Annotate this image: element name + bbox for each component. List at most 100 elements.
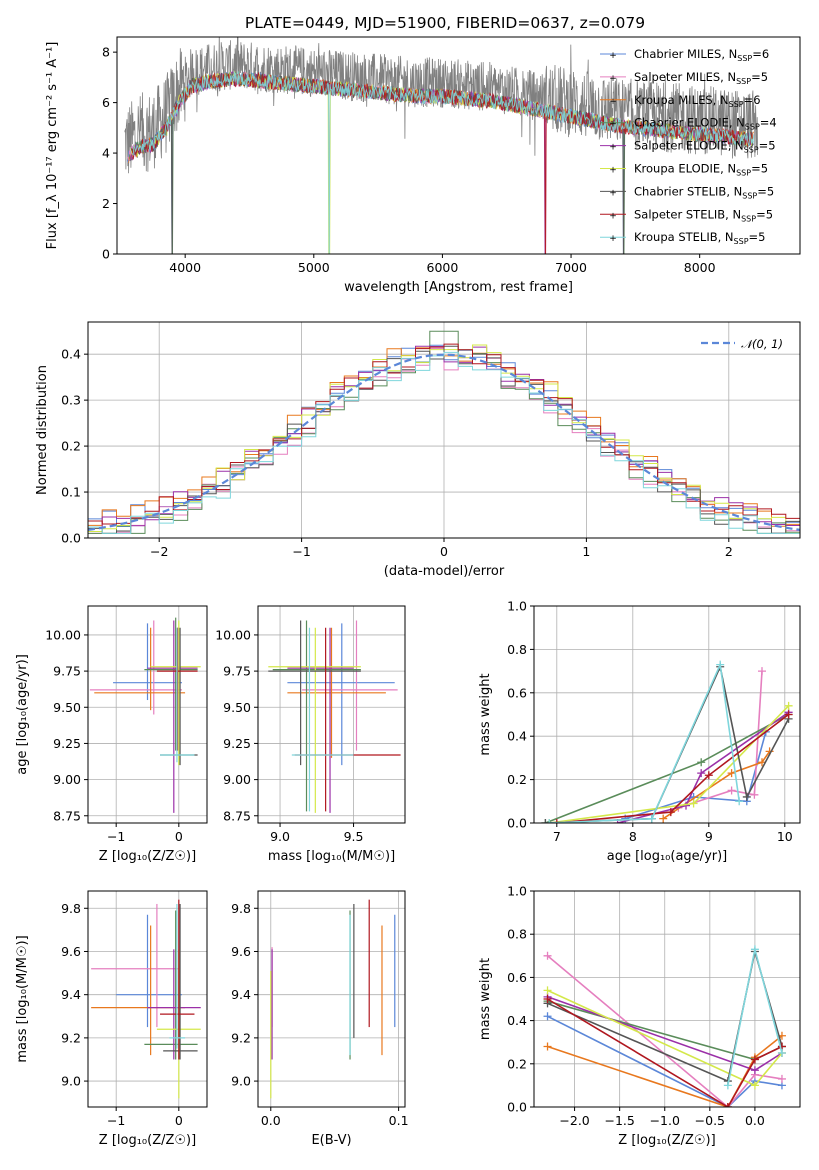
legend-n: 5 [767, 184, 774, 198]
x-tick-label: 8 [629, 829, 637, 844]
series-point-marker [543, 1042, 552, 1051]
legend-marker: + [609, 234, 617, 244]
series-line [662, 750, 771, 820]
y-tick-label: 9.6 [231, 944, 251, 959]
legend-n: 5 [761, 70, 768, 84]
y-tick-label: 0.4 [507, 729, 527, 744]
y-tick-label: 0.4 [61, 347, 81, 362]
age_vs_Z-plot-area [89, 617, 201, 813]
mass_vs_ebv-plot-area [270, 899, 396, 1099]
y-axis-label: mass weight [478, 958, 493, 1040]
legend-entry: Salpeter MILES, NSSP=5 [634, 70, 768, 86]
y-axis-label: Normed distribution [35, 365, 50, 495]
legend-entry: Kroupa MILES, NSSP=6 [634, 93, 761, 109]
age_vs_Z-frame [87, 605, 208, 824]
series-point-marker [716, 660, 725, 669]
y-tick-label: 0.3 [61, 393, 81, 408]
y-tick-label: 0.4 [507, 1013, 527, 1028]
legend-sub: SSP [729, 100, 744, 109]
series-line [556, 713, 790, 823]
legend-eq: = [759, 139, 769, 153]
legend-label: Salpeter STELIB [634, 207, 725, 221]
legend-gaussian-label: 𝒩(0, 1) [741, 337, 783, 351]
x-axis-label: Z [log₁₀(Z/Z☉)] [618, 1133, 715, 1148]
series-point-marker [727, 786, 736, 795]
y-tick-label: 9.75 [223, 664, 251, 679]
legend-sub: SSP [734, 237, 749, 246]
legend-n: 5 [761, 162, 768, 176]
legend-marker: + [609, 166, 617, 176]
x-tick-label: −1 [107, 829, 125, 844]
legend-label: Kroupa MILES [634, 93, 713, 107]
series-point-marker [758, 667, 766, 676]
mass_vs_ebv-axes: 0.0 0.1 9.0 9.2 9.4 9.6 9.8 E(B-V) [231, 891, 409, 1148]
legend-eq: = [757, 184, 767, 198]
x-tick-label: 0 [175, 1113, 183, 1128]
legend-eq: = [756, 207, 766, 221]
legend-n: 6 [753, 93, 760, 107]
legend-sep: , N [720, 162, 736, 176]
y-tick-label: 9.6 [61, 944, 81, 959]
mass_vs_Z-frame [87, 890, 208, 1108]
y-tick-label: 2 [102, 196, 110, 211]
series-point-marker [697, 758, 706, 767]
legend-entry: Chabrier ELODIE, NSSP=4 [634, 116, 777, 132]
series-point-marker [697, 769, 706, 778]
legend-n: 5 [768, 139, 775, 153]
figure-title: PLATE=0449, MJD=51900, FIBERID=0637, z=0… [245, 14, 645, 32]
legend-sub: SSP [745, 123, 760, 132]
legend-n: 6 [762, 47, 769, 61]
massweight_vs_age-frame [533, 605, 801, 824]
y-tick-label: 6 [102, 95, 110, 110]
legend-sub: SSP [737, 54, 752, 63]
y-axis-label: mass [log₁₀(M/M☉)] [15, 935, 30, 1062]
y-tick-label: 0.1 [61, 485, 81, 500]
legend-sep: , N [721, 47, 737, 61]
legend-marker: + [609, 120, 617, 130]
series-point-marker [723, 1103, 732, 1107]
y-tick-label: 9.25 [223, 736, 251, 751]
series-point-marker [545, 819, 554, 823]
x-tick-label: 4000 [169, 260, 201, 275]
legend-sep: , N [720, 70, 736, 84]
y-tick-label: 8 [102, 45, 110, 60]
y-tick-label: 10.00 [45, 627, 81, 642]
series-point-marker [666, 808, 675, 817]
legend-eq: = [751, 70, 761, 84]
x-tick-label: 1 [582, 544, 590, 559]
spectrum-model-line [131, 71, 755, 254]
y-tick-label: 0.2 [507, 772, 527, 787]
legend-sep: , N [728, 139, 744, 153]
series-line [547, 998, 783, 1107]
y-tick-label: 9.50 [223, 700, 251, 715]
y-tick-label: 9.8 [61, 901, 81, 916]
x-axis-label: Z [log₁₀(Z/Z☉)] [99, 1133, 196, 1148]
y-tick-label: 9.8 [231, 901, 251, 916]
age_vs_Z-axes: −1 0 8.75 9.00 9.25 9.50 9.75 10.00 Z [log₁₀(Z/Z… [15, 606, 207, 864]
x-axis-label: (data-model)/error [384, 564, 505, 579]
x-tick-label: 0.0 [261, 1113, 281, 1128]
series-point-marker [704, 771, 713, 780]
legend-label: Chabrier STELIB [634, 184, 726, 198]
series-point-marker [552, 819, 561, 823]
massweight_vs_age-plot-area [541, 660, 793, 823]
legend-marker: + [609, 188, 617, 198]
x-tick-label: 0.1 [389, 1113, 409, 1128]
legend-label: Kroupa ELODIE [634, 162, 720, 176]
y-tick-label: 9.4 [231, 987, 251, 1002]
y-axis-label: Flux [f_λ 10⁻¹⁷ erg cm⁻² s⁻¹ A⁻¹] [45, 42, 60, 250]
x-axis-label: E(B-V) [311, 1133, 351, 1148]
histogram-series-step [88, 343, 800, 525]
y-tick-label: 9.2 [231, 1030, 251, 1045]
legend-entry: Salpeter STELIB, NSSP=5 [634, 207, 773, 223]
y-tick-label: 0.8 [507, 927, 527, 942]
legend-eq: = [752, 47, 762, 61]
x-tick-label: 2 [725, 544, 733, 559]
x-tick-label: 9.0 [270, 829, 290, 844]
legend-marker: + [609, 143, 617, 153]
x-tick-label: 0.0 [745, 1113, 765, 1128]
series-point-marker [777, 1049, 786, 1057]
y-tick-label: 9.00 [53, 772, 81, 787]
massweight_vs_Z-plot-area [543, 945, 786, 1107]
